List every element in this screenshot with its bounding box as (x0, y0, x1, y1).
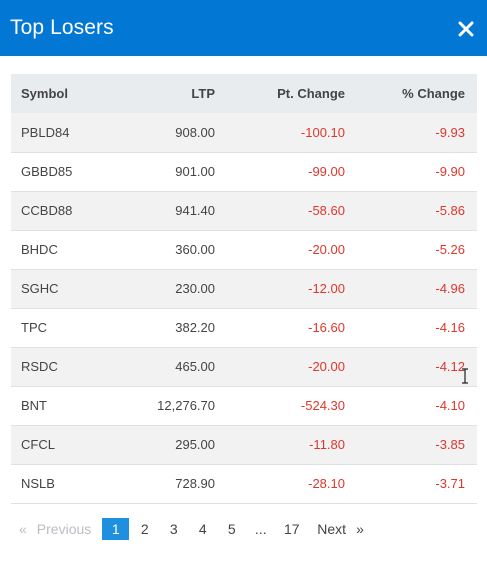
cell-pt-change: -20.00 (308, 242, 345, 257)
cell-pt-change: -12.00 (308, 281, 345, 296)
cell-pct-change: -4.16 (435, 320, 465, 335)
cell-ltp: 295.00 (175, 437, 215, 452)
cell-symbol: BNT (21, 398, 47, 413)
cell-symbol: RSDC (21, 359, 58, 374)
table-row[interactable]: GBBD85 901.00 -99.00 -9.90 (11, 152, 477, 191)
cell-pt-change: -11.80 (309, 437, 345, 452)
table-row[interactable]: TPC 382.20 -16.60 -4.16 (11, 308, 477, 347)
modal-title: Top Losers (10, 16, 114, 39)
pagination-ellipsis: ... (254, 521, 267, 537)
cell-symbol: TPC (21, 320, 47, 335)
pagination: « Previous 1 2 3 4 5 ... 17 Next » (19, 518, 364, 540)
losers-table: Symbol LTP Pt. Change % Change PBLD84 908… (11, 74, 477, 504)
table-row[interactable]: CFCL 295.00 -11.80 -3.85 (11, 425, 477, 464)
text-cursor-icon (462, 368, 468, 384)
cell-pct-change: -5.86 (435, 203, 465, 218)
page-5-button[interactable]: 5 (227, 521, 236, 537)
cell-ltp: 12,276.70 (157, 398, 215, 413)
table-row[interactable]: BHDC 360.00 -20.00 -5.26 (11, 230, 477, 269)
next-button[interactable]: Next » (317, 521, 364, 537)
losers-table-container: Symbol LTP Pt. Change % Change PBLD84 908… (11, 74, 477, 504)
previous-arrow-icon: « (19, 521, 27, 537)
cell-ltp: 901.00 (175, 164, 215, 179)
page-2-button[interactable]: 2 (140, 521, 149, 537)
cell-pct-change: -3.85 (435, 437, 465, 452)
cell-pct-change: -9.93 (435, 124, 465, 140)
table-row[interactable]: CCBD88 941.40 -58.60 -5.86 (11, 191, 477, 230)
close-icon (458, 21, 474, 37)
cell-symbol: NSLB (21, 476, 55, 491)
cell-ltp: 465.00 (175, 359, 215, 374)
table-row[interactable]: SGHC 230.00 -12.00 -4.96 (11, 269, 477, 308)
cell-pt-change: -28.10 (308, 476, 345, 491)
table-row[interactable]: BNT 12,276.70 -524.30 -4.10 (11, 386, 477, 425)
cell-pct-change: -5.26 (435, 242, 465, 257)
cell-ltp: 360.00 (175, 242, 215, 257)
previous-label: Previous (36, 521, 92, 537)
cell-pt-change: -99.00 (308, 164, 345, 179)
table-row[interactable]: RSDC 465.00 -20.00 -4.12 (11, 347, 477, 386)
cell-pt-change: -58.60 (308, 203, 345, 218)
cell-pt-change: -16.60 (308, 320, 345, 335)
cell-pct-change: -4.10 (435, 398, 465, 413)
cell-pct-change: -3.71 (435, 476, 465, 491)
cell-ltp: 728.90 (175, 476, 215, 491)
close-button[interactable] (455, 18, 477, 40)
header-ltp[interactable]: LTP (191, 86, 215, 101)
cell-pt-change: -100.10 (300, 124, 345, 140)
cell-symbol: BHDC (21, 242, 58, 257)
cell-pct-change: -9.90 (435, 164, 465, 179)
header-pct-change[interactable]: % Change (402, 86, 465, 101)
cell-symbol: SGHC (21, 281, 59, 296)
cell-ltp: 941.40 (175, 203, 215, 218)
modal-header: Top Losers (0, 0, 487, 56)
cell-ltp: 230.00 (175, 281, 215, 296)
cell-symbol: CFCL (21, 437, 55, 452)
cell-ltp: 382.20 (175, 320, 215, 335)
cell-pct-change: -4.12 (435, 359, 465, 374)
next-arrow-icon: » (356, 521, 364, 537)
cell-pt-change: -524.30 (300, 398, 345, 413)
cell-symbol: GBBD85 (21, 164, 73, 179)
previous-button[interactable]: « Previous (19, 521, 91, 537)
cell-symbol: PBLD84 (21, 124, 70, 140)
cell-ltp: 908.00 (175, 124, 215, 140)
table-header-row: Symbol LTP Pt. Change % Change (11, 74, 477, 113)
page-1-button[interactable]: 1 (102, 518, 130, 540)
header-symbol[interactable]: Symbol (21, 86, 68, 101)
header-pt-change[interactable]: Pt. Change (277, 86, 345, 101)
table-row[interactable]: PBLD84 908.00 -100.10 -9.93 (11, 113, 477, 152)
page-3-button[interactable]: 3 (169, 521, 178, 537)
cell-symbol: CCBD88 (21, 203, 73, 218)
cell-pct-change: -4.96 (435, 281, 465, 296)
page-17-button[interactable]: 17 (283, 521, 300, 537)
table-row[interactable]: NSLB 728.90 -28.10 -3.71 (11, 464, 477, 503)
page-4-button[interactable]: 4 (198, 521, 207, 537)
cell-pt-change: -20.00 (308, 359, 345, 374)
next-label: Next (317, 521, 347, 537)
